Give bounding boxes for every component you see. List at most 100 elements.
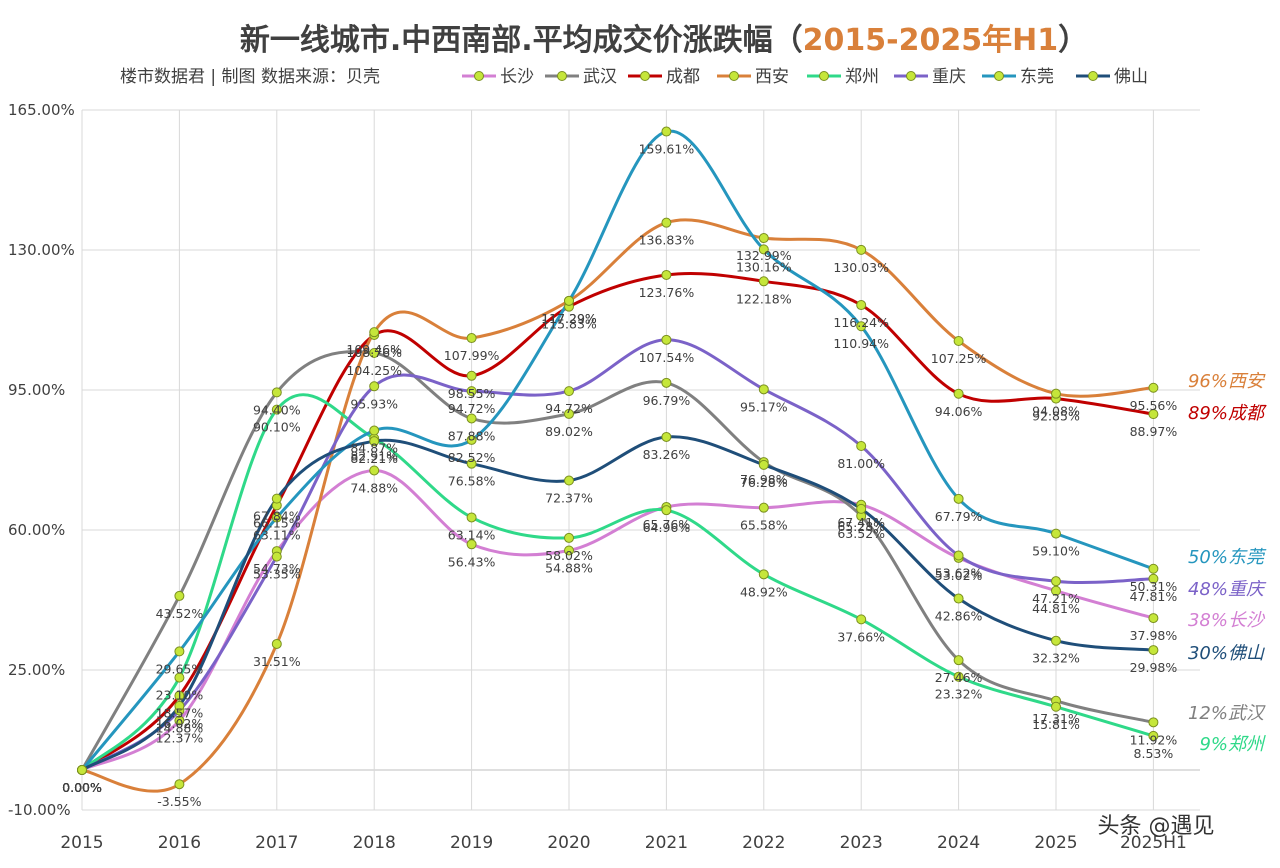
data-point xyxy=(1148,613,1159,624)
data-label: 159.61% xyxy=(639,142,695,157)
data-point xyxy=(856,244,867,255)
end-label-佛山: 30%佛山 xyxy=(1188,643,1265,664)
data-label: 92.85% xyxy=(1032,409,1080,424)
data-point xyxy=(661,377,672,388)
data-label: 94.06% xyxy=(935,404,983,419)
data-point xyxy=(564,475,574,486)
data-point xyxy=(271,551,282,562)
data-label: 65.28% xyxy=(837,519,885,534)
data-label: 15.81% xyxy=(1032,717,1080,732)
data-label: 83.26% xyxy=(643,447,691,462)
data-label: 82.52% xyxy=(448,450,496,465)
data-point xyxy=(856,441,867,451)
data-point xyxy=(564,532,574,543)
data-point xyxy=(1148,409,1159,420)
data-label: 53.35% xyxy=(253,567,301,582)
data-label: 74.88% xyxy=(350,480,398,495)
y-tick-label: 165.00% xyxy=(8,101,75,119)
data-point xyxy=(1051,635,1061,646)
data-label: 14.88% xyxy=(156,720,204,735)
data-label: 94.08% xyxy=(1032,404,1080,419)
series-line-重庆 xyxy=(81,338,1154,772)
data-label: 82.91% xyxy=(350,448,398,463)
data-label: 0.00% xyxy=(62,780,102,795)
data-label: 116.24% xyxy=(833,315,889,330)
data-point xyxy=(466,458,477,469)
data-label: 110.94% xyxy=(833,336,889,351)
data-label: 89.02% xyxy=(545,424,593,439)
data-label: 0.00% xyxy=(62,780,102,795)
data-label: 115.83% xyxy=(541,317,597,332)
series-markers xyxy=(77,126,1159,790)
data-label: 63.11% xyxy=(253,528,301,543)
end-label-东莞: 50%东莞 xyxy=(1188,547,1267,568)
data-label: 32.32% xyxy=(1032,651,1080,666)
data-point xyxy=(856,614,867,625)
data-label: 67.84% xyxy=(253,509,301,524)
legend-label-长沙: 长沙 xyxy=(500,67,534,87)
legend-swatch-marker xyxy=(729,71,739,81)
data-point xyxy=(369,436,380,447)
data-point xyxy=(1051,701,1061,712)
data-label: 42.86% xyxy=(935,609,983,624)
x-tick-label: 2019 xyxy=(450,833,493,853)
data-label: 117.29% xyxy=(541,311,597,326)
data-label: 54.73% xyxy=(253,561,301,576)
legend-label-武汉: 武汉 xyxy=(583,67,617,87)
data-point xyxy=(856,321,867,332)
y-tick-label: 130.00% xyxy=(8,241,75,259)
gridlines xyxy=(81,109,1200,811)
data-label: 23.32% xyxy=(935,687,983,702)
data-point xyxy=(369,381,380,392)
x-tick-label: 2022 xyxy=(742,833,785,853)
data-label: 44.81% xyxy=(1032,601,1080,616)
data-label: 0.00% xyxy=(62,780,102,795)
x-tick-label: 2017 xyxy=(255,833,298,853)
data-label: 0.00% xyxy=(62,780,102,795)
data-label: 107.54% xyxy=(639,350,695,365)
data-label: 29.98% xyxy=(1130,660,1178,675)
data-label: 122.18% xyxy=(736,291,792,306)
data-label: 65.58% xyxy=(740,518,788,533)
data-label: 130.16% xyxy=(736,259,792,274)
legend-swatch-marker xyxy=(1088,71,1098,81)
data-point xyxy=(369,348,380,358)
data-label: 54.88% xyxy=(545,560,593,575)
data-point xyxy=(271,404,282,415)
data-point xyxy=(174,715,185,726)
legend-swatch-marker xyxy=(557,71,567,81)
data-point xyxy=(174,646,185,657)
chart-title: 新一线城市.中西南部.平均成交价涨跌幅（2015-2025年H1） xyxy=(240,23,1088,58)
data-point xyxy=(1051,576,1061,587)
chart-title-end: ） xyxy=(1058,23,1088,58)
data-point xyxy=(953,493,964,504)
data-point xyxy=(758,276,769,287)
data-label: 117.29% xyxy=(541,311,597,326)
data-label: 95.56% xyxy=(1130,398,1178,413)
data-label: 47.81% xyxy=(1130,589,1178,604)
data-label: 76.28% xyxy=(740,475,788,490)
data-point xyxy=(1148,382,1159,393)
data-point xyxy=(953,593,964,604)
data-label: 108.76% xyxy=(346,345,402,360)
data-label: 82.21% xyxy=(350,451,398,466)
data-point xyxy=(953,671,964,682)
data-label: 12.37% xyxy=(156,731,204,746)
data-point xyxy=(271,493,282,504)
data-label: 50.31% xyxy=(1130,579,1178,594)
x-tick-label: 2018 xyxy=(353,833,396,853)
data-point xyxy=(1148,717,1159,728)
data-label: 47.21% xyxy=(1032,591,1080,606)
data-point xyxy=(174,779,185,790)
data-point xyxy=(1148,730,1159,741)
chart-subtitle: 楼市数据君 | 制图 数据来源：贝壳 xyxy=(120,67,380,87)
data-point xyxy=(661,269,672,280)
data-label: 53.62% xyxy=(935,566,983,581)
data-label: 76.58% xyxy=(448,474,496,489)
data-label: 23.10% xyxy=(156,688,204,703)
data-label: 136.83% xyxy=(639,233,695,248)
data-point xyxy=(953,388,964,399)
series-line-西安 xyxy=(81,218,1154,793)
data-label: 66.15% xyxy=(253,515,301,530)
x-tick-label: 2025H1 xyxy=(1120,833,1187,853)
